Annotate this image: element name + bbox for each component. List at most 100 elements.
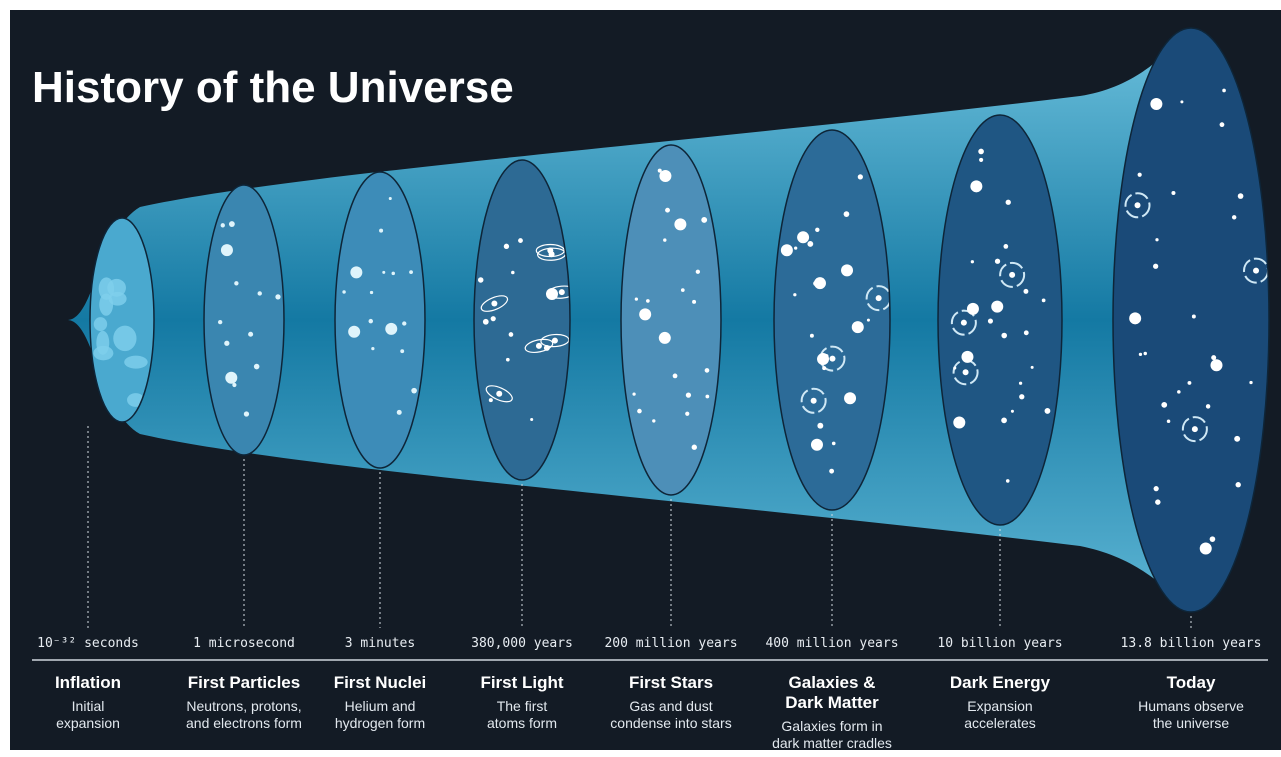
star (224, 341, 229, 346)
star (379, 229, 383, 233)
star (1024, 330, 1029, 335)
star (1234, 436, 1240, 442)
star (705, 395, 709, 399)
star (961, 351, 973, 363)
star (852, 321, 864, 333)
star (1155, 499, 1160, 504)
stage-name: Dark Matter (785, 693, 879, 712)
star (705, 368, 710, 373)
star (637, 409, 642, 414)
star (1139, 353, 1142, 356)
stage-name: Inflation (55, 673, 121, 692)
atom (559, 289, 565, 295)
star (389, 197, 392, 200)
blob (113, 326, 136, 352)
star (402, 321, 406, 325)
stage-description: atoms form (487, 715, 557, 731)
star (652, 419, 655, 422)
star (218, 320, 222, 324)
star (844, 392, 856, 404)
star (953, 417, 965, 429)
stage-name: Dark Energy (950, 673, 1051, 692)
star (234, 281, 238, 285)
star (382, 271, 385, 274)
star (1006, 200, 1011, 205)
star (385, 323, 397, 335)
star (1042, 298, 1046, 302)
stage-description: Humans observe (1138, 698, 1244, 714)
star (350, 266, 362, 278)
stage-description: hydrogen form (335, 715, 425, 731)
star (1206, 404, 1210, 408)
stage-description: Neutrons, protons, (186, 698, 301, 714)
star (229, 221, 235, 227)
stage-description: dark matter cradles (772, 735, 892, 751)
star (1171, 191, 1175, 195)
stage-view (1113, 28, 1269, 612)
stage-description: Initial (72, 698, 105, 714)
star (478, 277, 483, 282)
star (546, 288, 558, 300)
stage-time: 10 billion years (937, 636, 1062, 651)
galaxy-core (829, 356, 835, 362)
star (811, 439, 823, 451)
star (1019, 394, 1024, 399)
stage-description: Helium and (345, 698, 416, 714)
star (813, 281, 818, 286)
star (961, 321, 964, 324)
star (1222, 89, 1226, 93)
star (1180, 100, 1183, 103)
star (1001, 418, 1007, 424)
star (1154, 486, 1159, 491)
atom (496, 391, 502, 397)
star (221, 223, 225, 227)
star (673, 374, 678, 379)
star (646, 299, 650, 303)
stage-bg (774, 130, 890, 510)
stage-description: Galaxies form in (781, 718, 882, 734)
star (815, 228, 819, 232)
star (665, 208, 670, 213)
star (781, 244, 793, 256)
star (953, 366, 956, 369)
star (829, 469, 834, 474)
stage-description: and electrons form (186, 715, 302, 731)
star (348, 326, 360, 338)
star (369, 319, 373, 323)
galaxy-core (876, 295, 882, 301)
star (1232, 215, 1236, 219)
galaxy-core (963, 369, 969, 375)
stage-description: condense into stars (610, 715, 731, 731)
stage-name: Today (1167, 673, 1216, 692)
star (244, 411, 249, 416)
star (692, 445, 697, 450)
star (663, 238, 666, 241)
star (518, 238, 523, 243)
star (971, 260, 974, 263)
stage-name: First Light (480, 673, 563, 692)
title: History of the Universe (32, 63, 514, 112)
star (1155, 238, 1158, 241)
star (1031, 366, 1034, 369)
star (991, 301, 1003, 313)
star (639, 308, 651, 320)
star (1150, 98, 1162, 110)
star (483, 319, 489, 325)
star (685, 412, 689, 416)
galaxy-core (1253, 268, 1259, 274)
star (1211, 355, 1216, 360)
star (817, 353, 829, 365)
star (530, 418, 533, 421)
stage-name: First Nuclei (334, 673, 427, 692)
star (979, 158, 983, 162)
star (409, 270, 413, 274)
star (1153, 264, 1158, 269)
stage-description: Expansion (967, 698, 1032, 714)
star (1210, 536, 1216, 542)
galaxy-core (811, 398, 817, 404)
star (858, 174, 863, 179)
galaxy-core (1009, 272, 1015, 278)
galaxy-core (1135, 202, 1141, 208)
stage-description: the universe (1153, 715, 1229, 731)
star (1129, 312, 1141, 324)
